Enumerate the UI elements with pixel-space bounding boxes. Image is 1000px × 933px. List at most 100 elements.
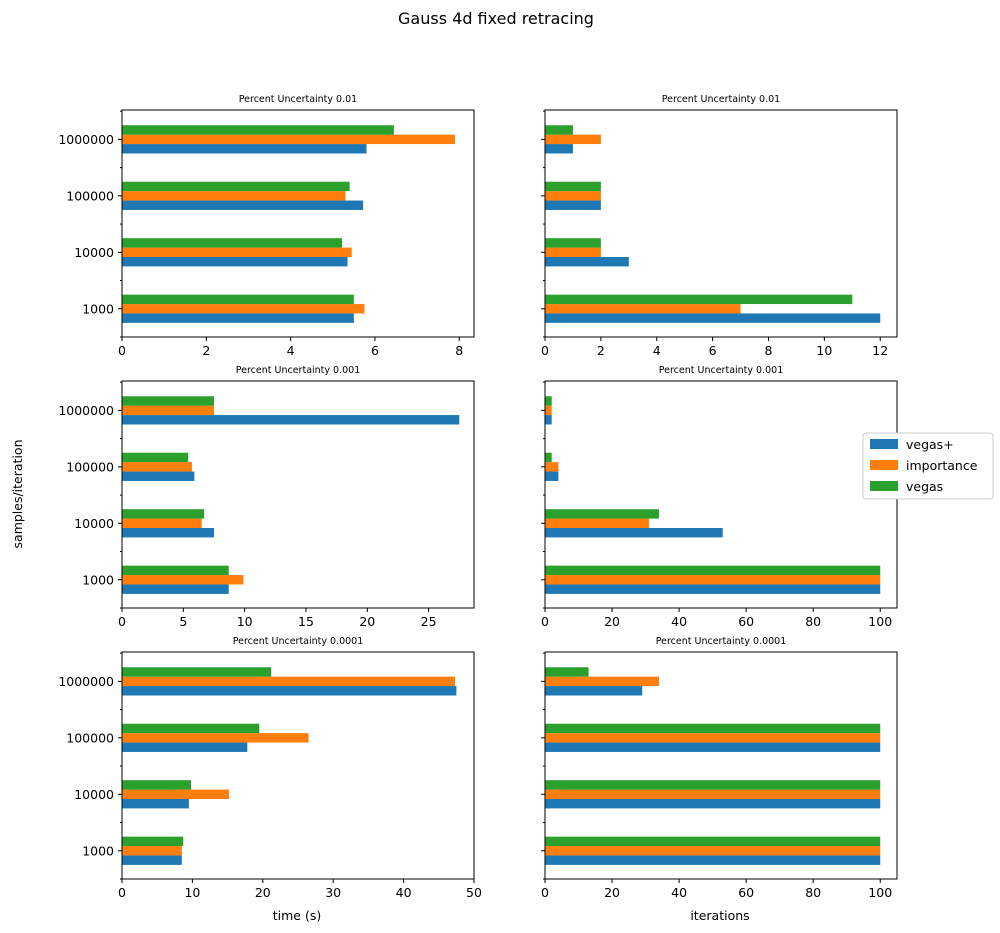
bar-importance-10000 [545, 789, 881, 800]
x-tick-label: 8 [455, 343, 463, 358]
bar-importance-10000 [122, 518, 202, 529]
y-tick-label: 100000 [66, 459, 114, 474]
bar-vegas-1000000 [545, 396, 552, 406]
bar-vegas-1000 [545, 313, 881, 323]
bar-vegas-100000 [545, 723, 881, 734]
bar-vegas-1000000 [122, 415, 460, 425]
legend-swatch-vegas-plus [870, 439, 898, 449]
bar-vegas-10000 [122, 528, 214, 538]
bar-vegas-1000 [122, 855, 182, 865]
bar-vegas-1000 [545, 836, 881, 847]
bar-importance-1000 [545, 575, 881, 585]
x-tick-label: 2 [202, 343, 210, 358]
x-tick-label: 0 [541, 885, 549, 900]
bar-vegas-1000000 [545, 667, 589, 677]
subplot-1: Percent Uncertainty 0.01 1000 10000 100000 1… [58, 94, 475, 358]
legend: vegas+ importance vegas [862, 432, 994, 500]
plot-frame [121, 109, 475, 338]
x-tick-label: 0 [118, 343, 126, 358]
x-tick-label: 20 [604, 885, 620, 900]
bar-importance-10000 [122, 789, 230, 800]
subplot-5: Percent Uncertainty 0.0001 1000 10000 10000… [58, 636, 482, 900]
bar-vegas-100000 [545, 742, 881, 752]
x-tick-label: 0 [118, 614, 126, 629]
y-tick-label: 1000000 [58, 132, 114, 147]
bar-vegas-1000000 [122, 686, 457, 696]
bar-vegas-1000 [545, 294, 853, 305]
bar-vegas-100000 [122, 723, 260, 734]
bar-vegas-1000000 [545, 144, 573, 154]
bar-importance-1000000 [545, 676, 659, 687]
y-tick-label: 10000 [74, 245, 114, 260]
bar-importance-1000 [545, 846, 881, 856]
subplot-title: Percent Uncertainty 0.01 [239, 94, 357, 105]
x-tick-label: 40 [396, 885, 412, 900]
bar-vegas-100000 [545, 471, 559, 481]
bar-vegas-10000 [122, 799, 189, 809]
y-tick-label: 100000 [66, 188, 114, 203]
bar-vegas-10000 [545, 238, 601, 248]
x-tick-label: 10 [237, 614, 253, 629]
subplot-title: Percent Uncertainty 0.001 [659, 365, 783, 376]
bar-vegas-10000 [545, 509, 659, 519]
bar-importance-100000 [545, 462, 559, 472]
bar-vegas-1000000 [545, 686, 643, 696]
bar-vegas-100000 [545, 200, 601, 210]
bar-vegas-10000 [545, 257, 629, 267]
x-tick-label: 15 [298, 614, 314, 629]
bar-importance-100000 [122, 462, 192, 472]
bar-importance-1000 [122, 575, 244, 585]
y-tick-label: 1000000 [58, 403, 114, 418]
bar-vegas-100000 [122, 452, 189, 463]
bar-importance-100000 [122, 191, 346, 201]
legend-label-vegas-plus: vegas+ [906, 437, 954, 452]
x-tick-label: 80 [805, 614, 821, 629]
bar-vegas-10000 [545, 528, 723, 538]
plot-frame [544, 651, 898, 880]
x-tick-label: 40 [671, 885, 687, 900]
bar-vegas-1000000 [545, 125, 573, 135]
bar-vegas-1000 [122, 313, 354, 323]
x-tick-label: 20 [359, 614, 375, 629]
x-tick-label: 60 [738, 885, 754, 900]
bar-importance-1000 [122, 304, 365, 314]
bar-vegas-10000 [545, 799, 881, 809]
x-tick-label: 10 [184, 885, 200, 900]
bar-vegas-1000 [545, 855, 881, 865]
bar-vegas-10000 [545, 780, 881, 790]
bar-vegas-1000 [122, 294, 354, 305]
subplot-4: Percent Uncertainty 0.001 0 20 40 60 80 100 [541, 365, 898, 629]
bar-vegas-100000 [122, 742, 248, 752]
bar-importance-1000000 [122, 405, 214, 416]
subplot-title: Percent Uncertainty 0.0001 [233, 636, 364, 647]
legend-swatch-importance [870, 460, 898, 470]
legend-label-vegas: vegas [906, 479, 943, 494]
bar-importance-10000 [122, 247, 352, 258]
bar-vegas-100000 [122, 181, 350, 192]
plot-frame [544, 109, 898, 338]
x-tick-label: 10 [816, 343, 832, 358]
bar-vegas-1000 [545, 584, 881, 594]
bar-importance-1000000 [545, 134, 601, 145]
subplot-3: Percent Uncertainty 0.001 1000 10000 100000… [58, 365, 475, 629]
subplot-title: Percent Uncertainty 0.0001 [656, 636, 787, 647]
x-tick-label: 2 [597, 343, 605, 358]
plot-frame [121, 651, 475, 880]
bar-vegas-100000 [545, 452, 552, 463]
bar-vegas-1000000 [545, 415, 552, 425]
bar-vegas-1000 [122, 584, 229, 594]
plot-frame [121, 380, 475, 609]
y-tick-label: 10000 [74, 787, 114, 802]
x-tick-label: 40 [671, 614, 687, 629]
bar-importance-10000 [545, 518, 649, 529]
bar-importance-1000000 [122, 676, 455, 687]
x-tick-label: 4 [653, 343, 661, 358]
bar-vegas-1000 [122, 565, 229, 576]
subplot-6: Percent Uncertainty 0.0001 0 20 40 60 80 100 [541, 636, 898, 900]
bar-importance-1000000 [122, 134, 456, 145]
bar-vegas-10000 [122, 509, 205, 519]
x-tick-label: 60 [738, 614, 754, 629]
x-tick-label: 5 [179, 614, 187, 629]
bar-vegas-1000 [545, 565, 881, 576]
